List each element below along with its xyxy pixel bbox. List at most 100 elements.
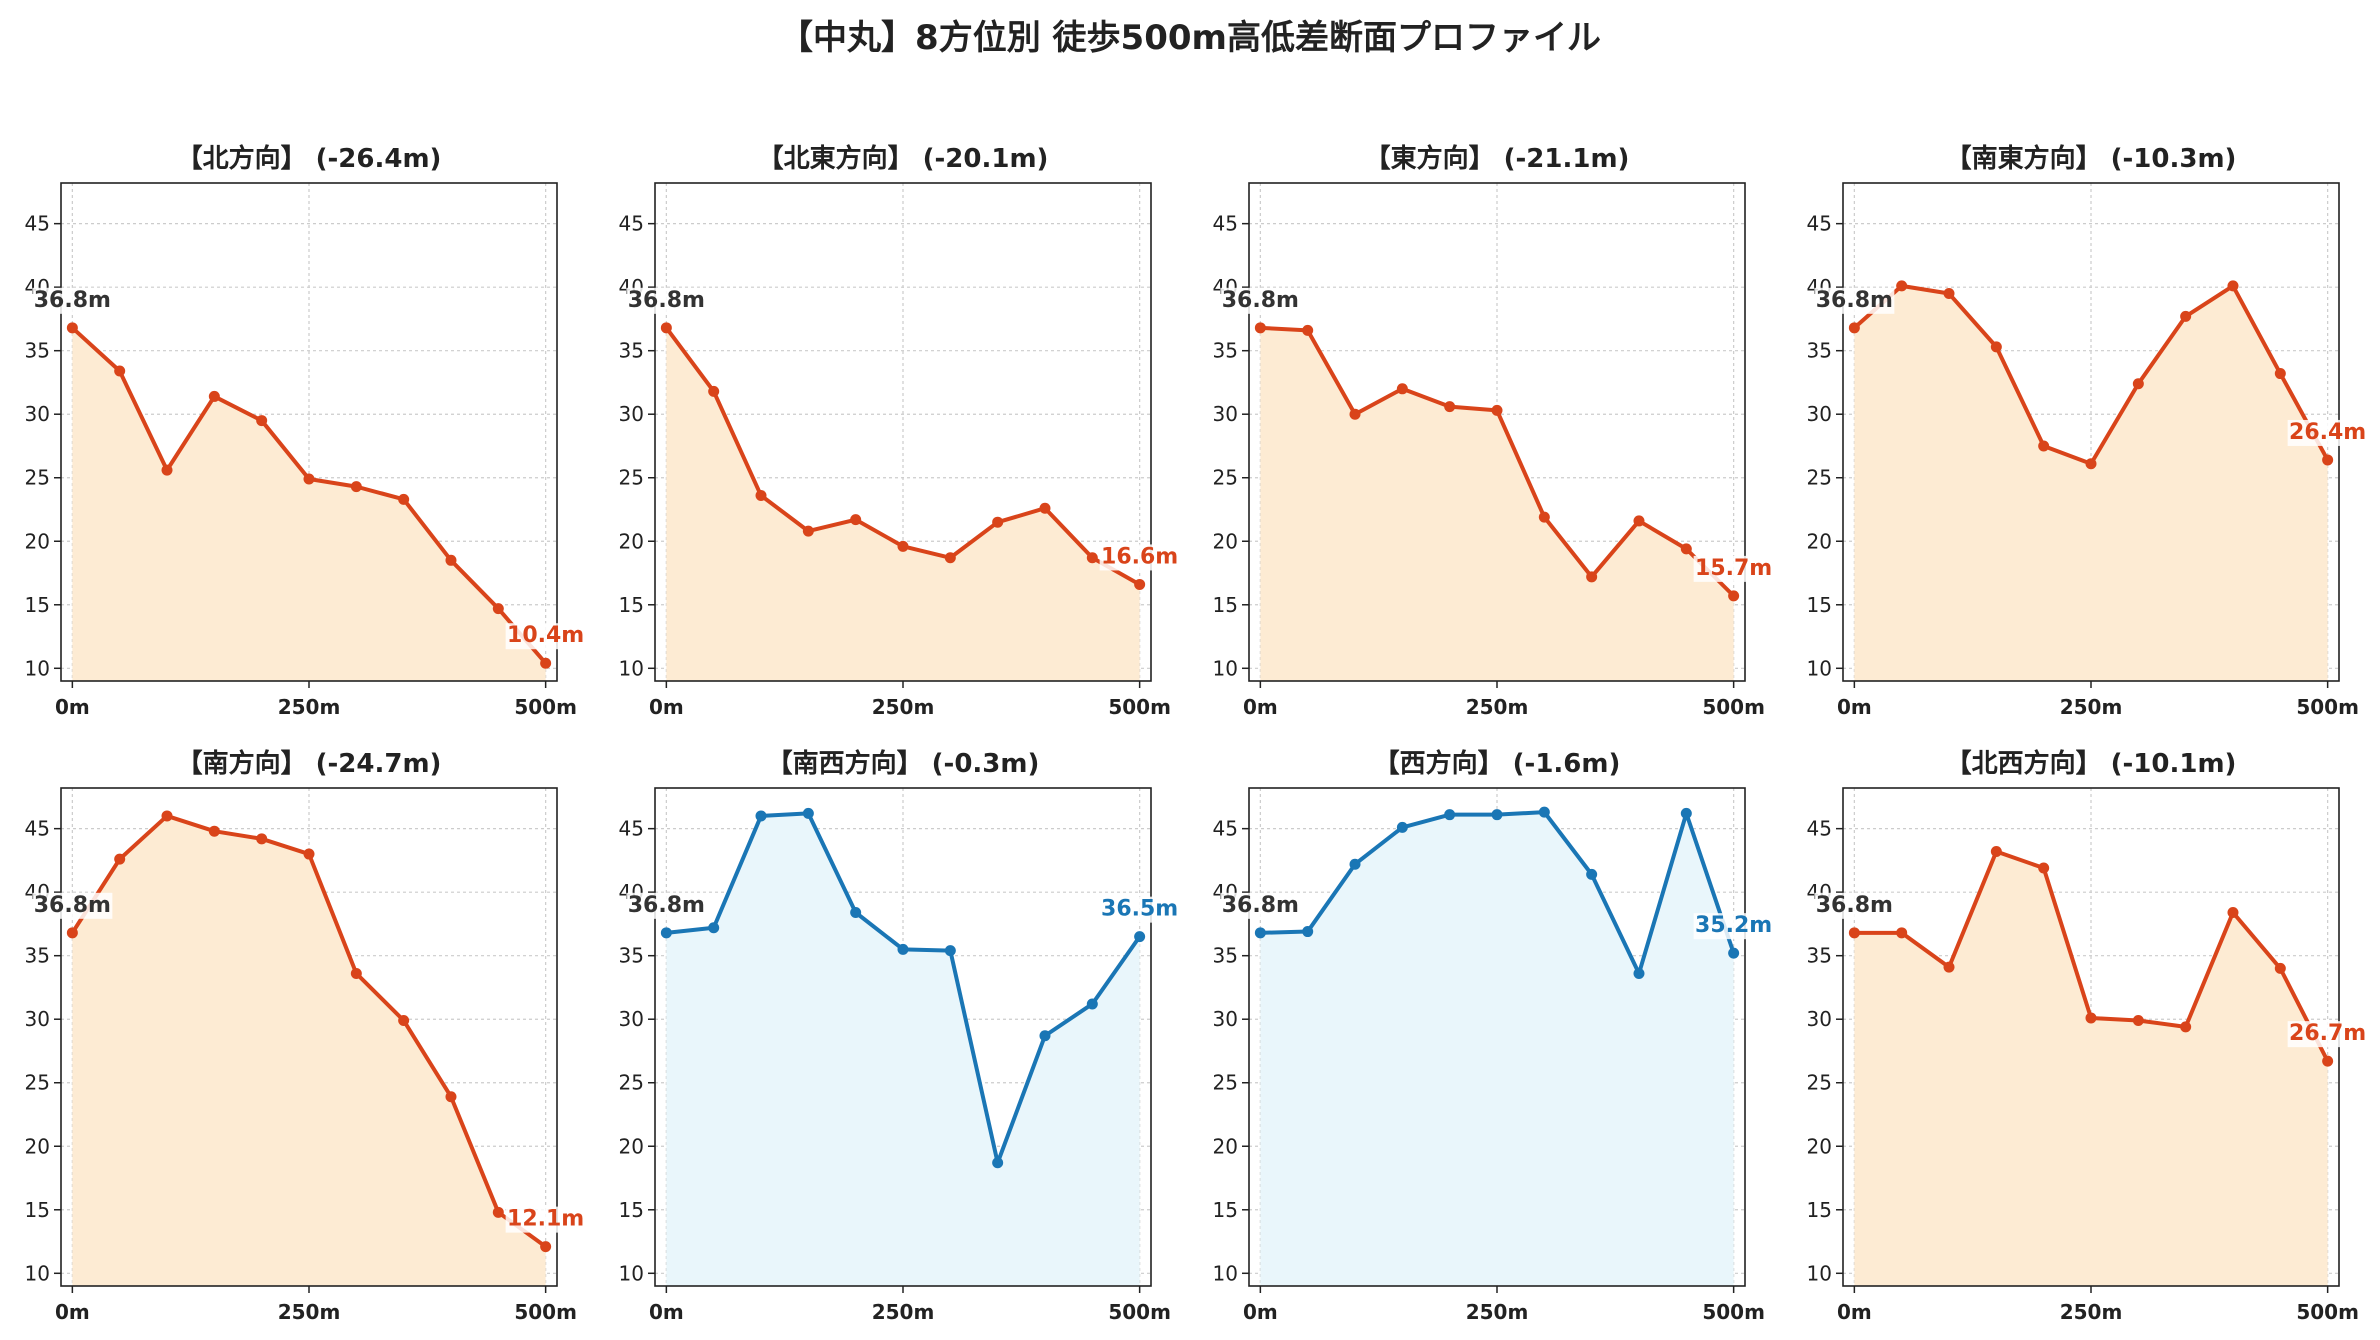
data-point <box>256 415 268 427</box>
data-point <box>2322 1055 2334 1067</box>
area-fill <box>1260 327 1734 681</box>
data-point <box>2132 1014 2144 1026</box>
x-tick-label: 250m <box>1466 695 1529 719</box>
y-tick-label: 15 <box>1807 593 1832 617</box>
chart-panel: 【南西方向】 (-0.3m)0m 250m 500m1015202530354045… <box>619 748 1180 1324</box>
data-point <box>303 473 315 485</box>
y-tick-label: 25 <box>1807 466 1832 490</box>
start-label-bg <box>32 892 113 919</box>
data-point <box>114 853 126 865</box>
data-point <box>802 525 814 537</box>
data-point <box>350 967 362 979</box>
x-tick-label: 500m <box>1108 1300 1171 1324</box>
data-point <box>66 927 78 939</box>
data-point <box>1302 324 1314 336</box>
x-tick-label: 0m <box>649 695 684 719</box>
data-point <box>1680 543 1692 555</box>
data-point <box>398 493 410 505</box>
y-tick-label: 10 <box>1807 656 1832 680</box>
data-point <box>1943 961 1955 973</box>
chart-title: 【南方向】 (-24.7m) <box>177 748 442 779</box>
start-elevation-label: 36.8m <box>1816 893 1893 918</box>
y-tick-label: 35 <box>1213 339 1238 363</box>
x-tick-label: 500m <box>2296 695 2359 719</box>
end-label-bg <box>2287 1021 2368 1048</box>
x-tick-label: 250m <box>278 1300 341 1324</box>
start-label-bg <box>626 892 707 919</box>
y-tick-label: 45 <box>1213 817 1238 841</box>
data-point <box>1896 927 1908 939</box>
data-point <box>208 390 220 402</box>
data-point <box>303 848 315 860</box>
data-point <box>755 490 767 502</box>
data-point <box>2085 1012 2097 1024</box>
y-tick-label: 20 <box>619 529 644 553</box>
y-tick-label: 20 <box>25 1134 50 1158</box>
data-point <box>2180 310 2192 322</box>
area-fill <box>666 813 1140 1286</box>
data-point <box>1349 408 1361 420</box>
y-tick-label: 10 <box>25 1261 50 1285</box>
data-point <box>350 481 362 493</box>
data-point <box>1134 931 1146 943</box>
y-tick-label: 20 <box>1213 1134 1238 1158</box>
x-tick-label: 500m <box>514 1300 577 1324</box>
chart-title: 【東方向】 (-21.1m) <box>1365 143 1630 174</box>
data-point <box>492 1206 504 1218</box>
data-point <box>1134 578 1146 590</box>
end-label-bg <box>505 623 586 650</box>
start-elevation-label: 36.8m <box>1222 893 1299 918</box>
data-point <box>208 825 220 837</box>
data-point <box>161 464 173 476</box>
x-tick-label: 250m <box>872 695 935 719</box>
data-point <box>992 1157 1004 1169</box>
y-tick-label: 45 <box>1807 817 1832 841</box>
x-tick-label: 0m <box>1243 1300 1278 1324</box>
y-tick-label: 30 <box>1807 1007 1832 1031</box>
data-point <box>540 1241 552 1253</box>
data-point <box>1491 809 1503 821</box>
page-title: 【中丸】8方位別 徒歩500m高低差断面プロファイル <box>779 18 1601 58</box>
chart-panel: 【東方向】 (-21.1m)0m 250m 500m1015202530354045… <box>1213 143 1774 719</box>
y-tick-label: 35 <box>619 944 644 968</box>
end-elevation-label: 35.2m <box>1695 913 1772 938</box>
y-tick-label: 25 <box>1213 1071 1238 1095</box>
data-point <box>1444 809 1456 821</box>
y-tick-label: 25 <box>1213 466 1238 490</box>
data-point <box>1086 552 1098 564</box>
x-tick-label: 500m <box>2296 1300 2359 1324</box>
x-tick-label: 500m <box>1702 695 1765 719</box>
y-tick-label: 45 <box>25 212 50 236</box>
end-label-bg <box>1693 913 1774 940</box>
data-point <box>1848 927 1860 939</box>
y-tick-label: 20 <box>1807 1134 1832 1158</box>
data-point <box>660 927 672 939</box>
y-tick-label: 35 <box>1807 944 1832 968</box>
x-tick-label: 0m <box>1243 695 1278 719</box>
data-point <box>492 603 504 615</box>
data-point <box>66 322 78 334</box>
y-tick-label: 10 <box>619 656 644 680</box>
y-tick-label: 15 <box>25 593 50 617</box>
chart-title: 【北西方向】 (-10.1m) <box>1946 748 2237 779</box>
data-point <box>2180 1021 2192 1033</box>
area-fill <box>1854 851 2328 1286</box>
data-point <box>660 322 672 334</box>
area-fill <box>72 327 546 681</box>
x-tick-label: 250m <box>2060 1300 2123 1324</box>
x-tick-label: 500m <box>1702 1300 1765 1324</box>
data-point <box>708 922 720 934</box>
y-tick-label: 30 <box>1213 402 1238 426</box>
x-tick-label: 500m <box>514 695 577 719</box>
data-point <box>850 514 862 526</box>
data-point <box>2274 962 2286 974</box>
y-tick-label: 45 <box>619 817 644 841</box>
y-tick-label: 35 <box>25 944 50 968</box>
y-tick-label: 20 <box>619 1134 644 1158</box>
data-point <box>1396 821 1408 833</box>
chart-panel: 【南方向】 (-24.7m)0m 250m 500m1015202530354045… <box>25 748 586 1324</box>
x-tick-label: 0m <box>55 695 90 719</box>
data-point <box>1396 383 1408 395</box>
data-point <box>897 540 909 552</box>
